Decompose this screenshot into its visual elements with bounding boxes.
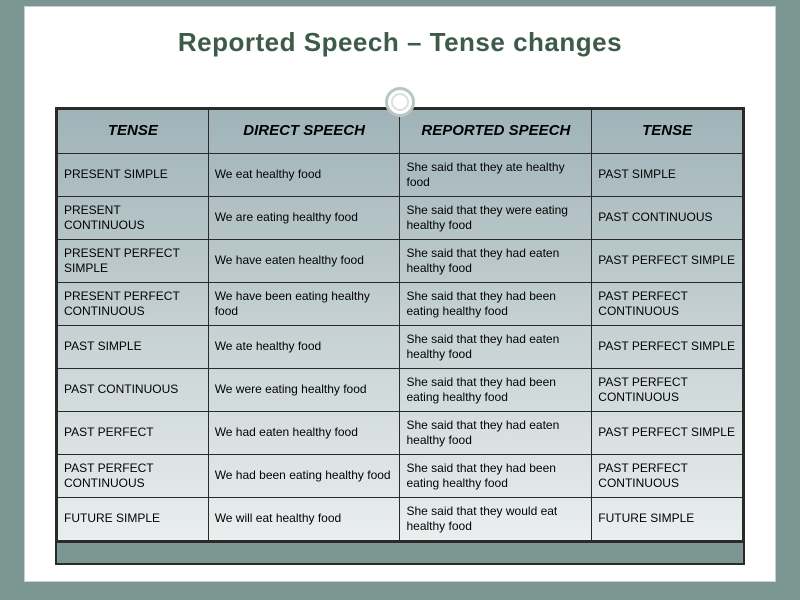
cell-reported: She said that they had been eating healt… [400, 282, 592, 325]
cell-reported: She said that they were eating healthy f… [400, 196, 592, 239]
cell-direct: We have been eating healthy food [208, 282, 400, 325]
cell-tense-right: PAST PERFECT SIMPLE [592, 411, 743, 454]
cell-tense-left: PRESENT PERFECT SIMPLE [58, 239, 209, 282]
table-row: FUTURE SIMPLE We will eat healthy food S… [58, 497, 743, 540]
slide-title: Reported Speech – Tense changes [25, 7, 775, 58]
decorative-ring-icon [385, 87, 415, 117]
cell-tense-right: PAST PERFECT CONTINUOUS [592, 282, 743, 325]
tense-table: TENSE DIRECT SPEECH REPORTED SPEECH TENS… [57, 109, 743, 541]
table-row: PRESENT PERFECT CONTINUOUS We have been … [58, 282, 743, 325]
table-row: PAST SIMPLE We ate healthy food She said… [58, 325, 743, 368]
cell-tense-left: PRESENT PERFECT CONTINUOUS [58, 282, 209, 325]
cell-direct: We had eaten healthy food [208, 411, 400, 454]
cell-direct: We will eat healthy food [208, 497, 400, 540]
table-row: PRESENT PERFECT SIMPLE We have eaten hea… [58, 239, 743, 282]
slide-container: Reported Speech – Tense changes TENSE DI… [24, 6, 776, 582]
cell-tense-left: PRESENT CONTINUOUS [58, 196, 209, 239]
cell-direct: We eat healthy food [208, 153, 400, 196]
col-tense-left: TENSE [58, 110, 209, 154]
table-row: PRESENT SIMPLE We eat healthy food She s… [58, 153, 743, 196]
tense-table-wrap: TENSE DIRECT SPEECH REPORTED SPEECH TENS… [55, 107, 745, 565]
table-row: PAST CONTINUOUS We were eating healthy f… [58, 368, 743, 411]
cell-tense-left: PAST SIMPLE [58, 325, 209, 368]
col-tense-right: TENSE [592, 110, 743, 154]
col-reported-speech: REPORTED SPEECH [400, 110, 592, 154]
cell-direct: We had been eating healthy food [208, 454, 400, 497]
cell-reported: She said that they had been eating healt… [400, 454, 592, 497]
cell-reported: She said that they had been eating healt… [400, 368, 592, 411]
cell-direct: We have eaten healthy food [208, 239, 400, 282]
cell-tense-right: FUTURE SIMPLE [592, 497, 743, 540]
cell-reported: She said that they had eaten healthy foo… [400, 325, 592, 368]
table-row: PAST PERFECT CONTINUOUS We had been eati… [58, 454, 743, 497]
cell-direct: We ate healthy food [208, 325, 400, 368]
cell-direct: We were eating healthy food [208, 368, 400, 411]
cell-tense-left: FUTURE SIMPLE [58, 497, 209, 540]
cell-tense-right: PAST CONTINUOUS [592, 196, 743, 239]
cell-tense-right: PAST PERFECT SIMPLE [592, 239, 743, 282]
cell-tense-left: PRESENT SIMPLE [58, 153, 209, 196]
cell-tense-left: PAST CONTINUOUS [58, 368, 209, 411]
col-direct-speech: DIRECT SPEECH [208, 110, 400, 154]
cell-tense-right: PAST PERFECT CONTINUOUS [592, 454, 743, 497]
table-footer-band [57, 541, 743, 563]
cell-direct: We are eating healthy food [208, 196, 400, 239]
cell-reported: She said that they had eaten healthy foo… [400, 411, 592, 454]
cell-tense-right: PAST PERFECT SIMPLE [592, 325, 743, 368]
table-row: PRESENT CONTINUOUS We are eating healthy… [58, 196, 743, 239]
cell-reported: She said that they had eaten healthy foo… [400, 239, 592, 282]
cell-tense-right: PAST PERFECT CONTINUOUS [592, 368, 743, 411]
table-row: PAST PERFECT We had eaten healthy food S… [58, 411, 743, 454]
cell-tense-right: PAST SIMPLE [592, 153, 743, 196]
cell-tense-left: PAST PERFECT CONTINUOUS [58, 454, 209, 497]
table-body: PRESENT SIMPLE We eat healthy food She s… [58, 153, 743, 540]
cell-tense-left: PAST PERFECT [58, 411, 209, 454]
cell-reported: She said that they would eat healthy foo… [400, 497, 592, 540]
cell-reported: She said that they ate healthy food [400, 153, 592, 196]
